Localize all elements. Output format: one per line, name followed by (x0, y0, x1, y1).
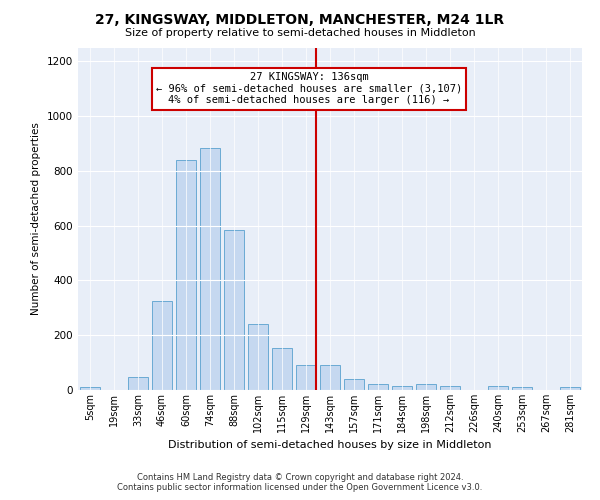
Bar (296, 366, 316, 390)
Bar (224, 230, 244, 390)
Bar (248, 324, 268, 390)
Bar (416, 384, 436, 390)
Bar (152, 301, 172, 390)
Y-axis label: Number of semi-detached properties: Number of semi-detached properties (31, 122, 41, 315)
Bar (320, 366, 340, 390)
Bar (392, 386, 412, 390)
Text: 27 KINGSWAY: 136sqm
← 96% of semi-detached houses are smaller (3,107)
4% of semi: 27 KINGSWAY: 136sqm ← 96% of semi-detach… (156, 72, 462, 106)
Bar (488, 386, 508, 390)
Bar (560, 388, 580, 390)
Bar (128, 377, 148, 390)
Text: Contains HM Land Registry data © Crown copyright and database right 2024.
Contai: Contains HM Land Registry data © Crown c… (118, 473, 482, 492)
Bar (440, 386, 460, 390)
X-axis label: Distribution of semi-detached houses by size in Middleton: Distribution of semi-detached houses by … (168, 440, 492, 450)
Text: Size of property relative to semi-detached houses in Middleton: Size of property relative to semi-detach… (125, 28, 475, 38)
Bar (368, 384, 388, 390)
Bar (272, 348, 292, 390)
Bar (512, 388, 532, 390)
Bar (344, 379, 364, 390)
Bar (176, 160, 196, 390)
Bar (200, 148, 220, 390)
Text: 27, KINGSWAY, MIDDLETON, MANCHESTER, M24 1LR: 27, KINGSWAY, MIDDLETON, MANCHESTER, M24… (95, 12, 505, 26)
Bar (80, 388, 100, 390)
